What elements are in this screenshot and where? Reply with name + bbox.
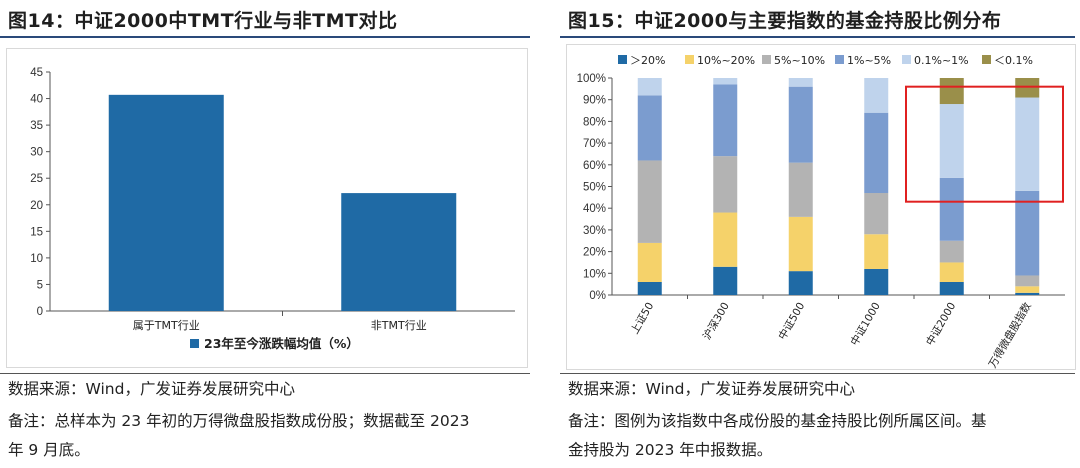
stack-segment — [713, 212, 738, 267]
x-category-label: 非TMT行业 — [371, 319, 427, 332]
y-tick-label: 35 — [30, 120, 43, 132]
left-bar-chart: 0 5 10 15 20 25 30 35 40 45 属于TMT行业 非TMT行业 23年至今涨跌幅均… — [30, 67, 515, 351]
stack-segment — [864, 112, 889, 194]
stack-segment — [1015, 292, 1040, 295]
stack-segment — [637, 160, 662, 243]
stack-segment — [637, 281, 662, 295]
bar — [108, 94, 224, 312]
left-note-line2: 年 9 月底。 — [8, 441, 90, 459]
stack-segment — [713, 156, 738, 213]
stack-segment — [1015, 190, 1040, 276]
right-plot-frame — [566, 44, 1076, 370]
y-tick-label: 40 — [30, 94, 43, 106]
stack-segment — [637, 95, 662, 161]
stack-segment — [939, 177, 964, 241]
legend-label: 23年至今涨跌幅均值（%） — [204, 336, 359, 351]
stack-segment — [1015, 97, 1040, 191]
left-title-rule — [0, 36, 530, 38]
legend-label: 0.1%~1% — [914, 54, 969, 67]
right-stacked-bar-chart: ＞20% 10%~20% 5%~10% 1%~5% 0.1%~1% ＜0.1% 0% 10% 2… — [577, 54, 1065, 371]
legend-swatch — [685, 55, 694, 64]
y-tick-label: 40% — [583, 203, 606, 215]
y-tick-label: 70% — [583, 138, 606, 150]
left-source-text: 数据来源：Wind，广发证券发展研究中心 — [8, 380, 295, 398]
stack-segment — [1015, 275, 1040, 287]
stack-segment — [939, 262, 964, 282]
right-source-text: 数据来源：Wind，广发证券发展研究中心 — [568, 380, 855, 398]
y-tick-label: 90% — [583, 95, 606, 107]
right-title-rule — [560, 36, 1075, 38]
right-note-line2: 金持股为 2023 年中报数据。 — [568, 441, 773, 459]
stack-segment — [788, 216, 813, 272]
bar — [341, 193, 457, 311]
y-tick-label: 30% — [583, 225, 606, 237]
y-tick-label: 5 — [37, 279, 43, 291]
stack-segment — [788, 162, 813, 217]
y-tick-label: 15 — [30, 226, 43, 238]
y-tick-label: 0% — [589, 290, 606, 302]
legend-swatch — [762, 55, 771, 64]
y-tick-label: 10 — [30, 253, 43, 265]
stack-segment — [1015, 78, 1040, 98]
y-tick-label: 0 — [37, 306, 43, 318]
stack-segment — [713, 84, 738, 157]
y-tick-label: 20 — [30, 200, 43, 212]
x-category-label: 万得微盘股指数 — [986, 300, 1034, 371]
legend-label: 1%~5% — [847, 54, 891, 67]
stack-segment — [713, 266, 738, 295]
left-bottom-rule — [0, 373, 530, 374]
legend-swatch — [835, 55, 844, 64]
y-tick-label: 60% — [583, 160, 606, 172]
legend-label: ＞20% — [630, 54, 665, 67]
legend-swatch — [190, 339, 199, 348]
x-category-label: 沪深300 — [700, 300, 732, 342]
stack-segment — [864, 268, 889, 295]
stack-segment — [864, 193, 889, 235]
legend-swatch — [902, 55, 911, 64]
y-tick-label: 50% — [583, 182, 606, 194]
x-category-label: 属于TMT行业 — [133, 319, 200, 332]
right-bottom-rule — [560, 373, 1075, 374]
stack-segment — [939, 240, 964, 263]
stack-segment — [788, 271, 813, 295]
legend-swatch — [982, 55, 991, 64]
stack-segment — [788, 78, 813, 87]
y-tick-label: 45 — [30, 67, 43, 79]
stack-segment — [713, 78, 738, 85]
x-category-label: 中证500 — [776, 300, 808, 342]
stack-segment — [1015, 286, 1040, 293]
left-plot-frame — [6, 48, 528, 368]
left-figure-title: 图14：中证2000中TMT行业与非TMT对比 — [8, 10, 398, 32]
stack-segment — [864, 78, 889, 113]
left-figure-panel: 图14：中证2000中TMT行业与非TMT对比 0 5 10 15 20 25 30 35 40… — [0, 0, 530, 468]
x-category-label: 中证1000 — [848, 300, 883, 348]
stack-segment — [637, 78, 662, 96]
right-note-line1: 备注：图例为该指数中各成份股的基金持股比例所属区间。基 — [568, 412, 987, 430]
right-figure-title: 图15：中证2000与主要指数的基金持股比例分布 — [568, 10, 1002, 32]
legend-label: ＜0.1% — [994, 54, 1033, 67]
stack-segment — [939, 78, 964, 105]
y-tick-label: 100% — [577, 73, 606, 85]
y-tick-label: 30 — [30, 147, 43, 159]
stack-segment — [864, 234, 889, 269]
legend-swatch — [618, 55, 627, 64]
x-category-label: 上证50 — [629, 301, 657, 337]
highlight-box — [905, 85, 1064, 203]
stack-segment — [788, 86, 813, 163]
stack-segment — [939, 281, 964, 295]
y-tick-label: 25 — [30, 173, 43, 185]
right-figure-panel: 图15：中证2000与主要指数的基金持股比例分布 ＞20% 10%~20% 5%~1… — [560, 0, 1080, 468]
stack-segment — [637, 242, 662, 282]
y-tick-label: 80% — [583, 116, 606, 128]
legend-label: 5%~10% — [774, 54, 825, 67]
stack-segment — [939, 104, 964, 178]
left-note-line1: 备注：总样本为 23 年初的万得微盘股指数成份股；数据截至 2023 — [8, 412, 470, 430]
legend-label: 10%~20% — [697, 54, 755, 67]
y-tick-label: 10% — [583, 268, 606, 280]
x-category-label: 中证2000 — [923, 300, 958, 348]
y-tick-label: 20% — [583, 247, 606, 259]
